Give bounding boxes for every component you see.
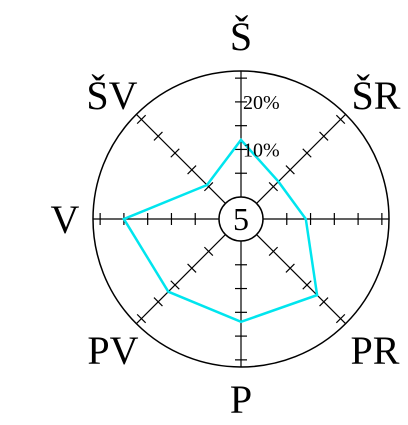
direction-label-s: Š bbox=[230, 14, 252, 59]
chart-grid bbox=[92, 70, 390, 368]
calm-circle bbox=[218, 196, 264, 242]
ring-labels: 10% 20% bbox=[243, 92, 280, 162]
tick-3-25 bbox=[335, 313, 346, 324]
series-polygon bbox=[122, 137, 319, 324]
tick-3-10 bbox=[285, 263, 295, 273]
tick-1-5 bbox=[268, 181, 279, 192]
direction-label-v: V bbox=[51, 197, 80, 242]
tick-7-15 bbox=[170, 148, 180, 158]
tick-5-25 bbox=[136, 313, 147, 324]
direction-labels: Š ŠR PR P PV V ŠV bbox=[51, 14, 401, 422]
tick-1-10 bbox=[285, 165, 295, 175]
spoke-3 bbox=[256, 234, 347, 325]
tick-7-5 bbox=[203, 181, 214, 192]
tick-3-15 bbox=[302, 280, 312, 290]
spoke-5 bbox=[135, 234, 226, 325]
tick-1-20 bbox=[319, 131, 329, 141]
tick-7-25 bbox=[136, 114, 147, 125]
tick-1-25 bbox=[335, 114, 346, 125]
tick-1-15 bbox=[302, 148, 312, 158]
tick-7-20 bbox=[153, 131, 163, 141]
chart-ticks bbox=[99, 77, 383, 361]
direction-label-pv: PV bbox=[87, 328, 138, 373]
tick-5-20 bbox=[153, 297, 163, 307]
direction-label-sv: ŠV bbox=[86, 73, 137, 118]
tick-3-20 bbox=[319, 297, 329, 307]
direction-label-sr: ŠR bbox=[352, 73, 401, 118]
ring-label-10: 10% bbox=[243, 139, 280, 161]
spoke-7 bbox=[135, 113, 226, 204]
ring-label-20: 20% bbox=[243, 92, 280, 114]
tick-5-15 bbox=[170, 280, 180, 290]
direction-label-pr: PR bbox=[351, 328, 400, 373]
spoke-1 bbox=[256, 113, 347, 204]
tick-5-5 bbox=[203, 246, 214, 257]
tick-7-10 bbox=[187, 165, 197, 175]
tick-3-5 bbox=[268, 246, 279, 257]
tick-5-10 bbox=[187, 263, 197, 273]
calm-value-label: 5 bbox=[233, 201, 249, 237]
direction-label-p: P bbox=[230, 377, 252, 422]
